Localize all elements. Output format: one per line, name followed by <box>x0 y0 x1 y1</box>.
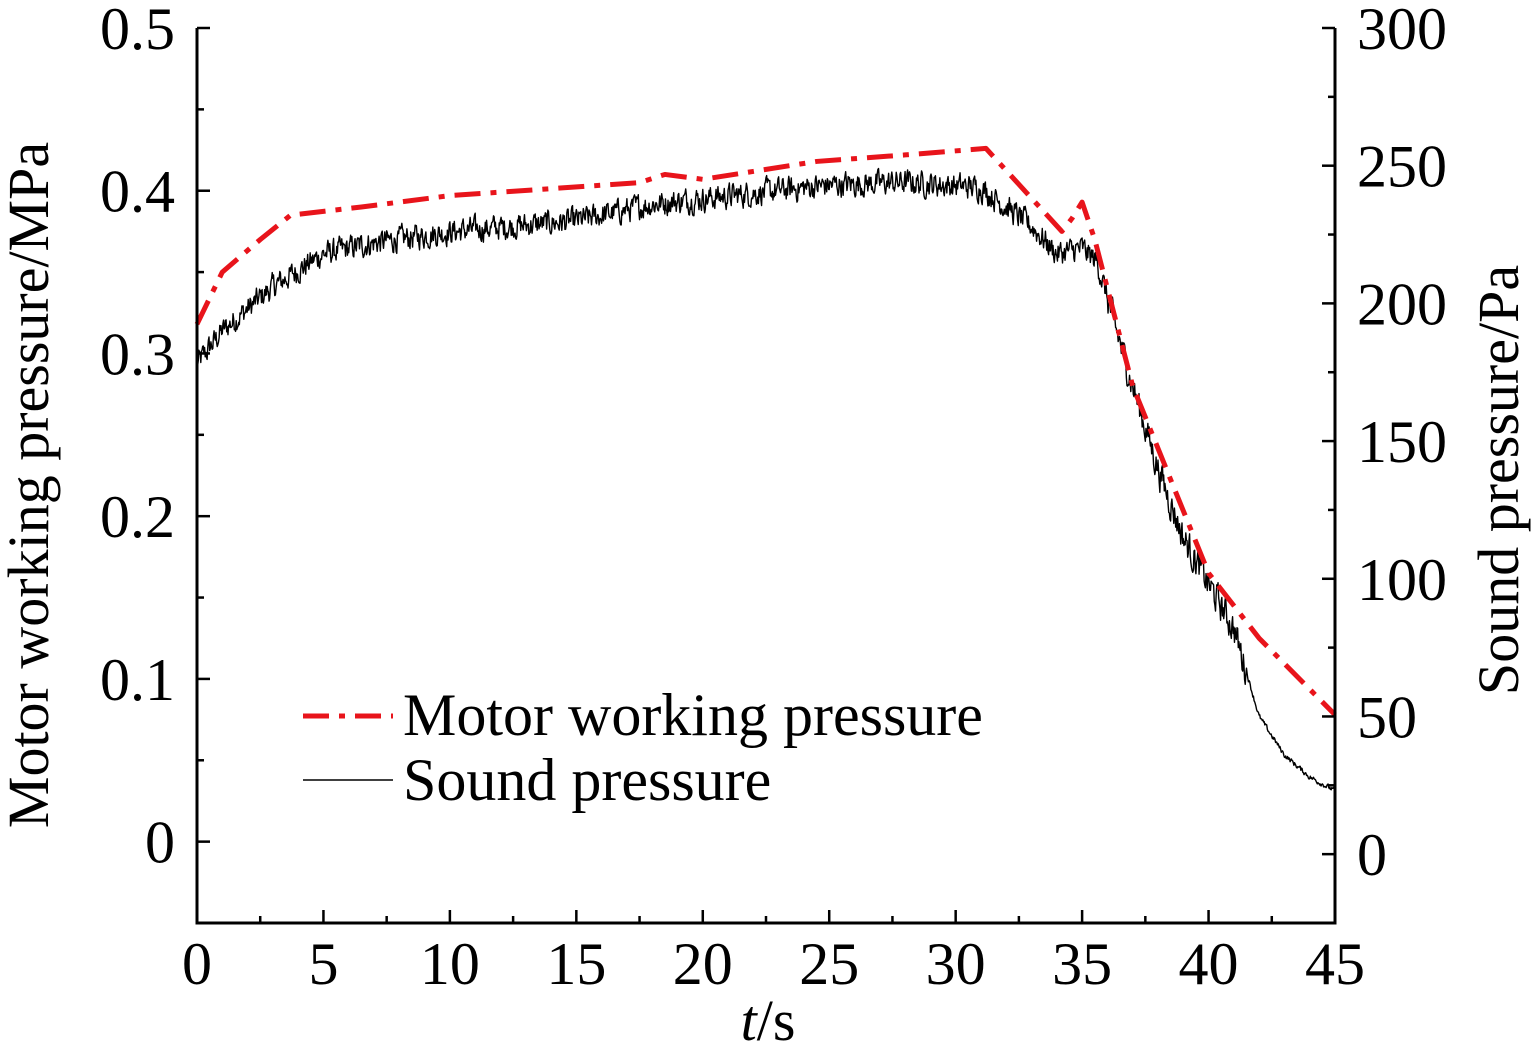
x-tick-label: 40 <box>1179 931 1239 997</box>
x-tick-label: 35 <box>1052 931 1112 997</box>
y-right-tick-label: 100 <box>1357 547 1447 613</box>
y-right-tick-label: 150 <box>1357 409 1447 475</box>
legend-label-sound-pressure: Sound pressure <box>403 747 771 813</box>
legend: Motor working pressure Sound pressure <box>303 682 983 813</box>
y-left-tick-label: 0.1 <box>100 647 175 713</box>
x-tick-label: 30 <box>926 931 986 997</box>
y-left-tick-label: 0.2 <box>100 484 175 550</box>
y-right-tick-label: 200 <box>1357 271 1447 337</box>
x-axis-title: t/s <box>741 988 796 1044</box>
right-axis-title: Sound pressure/Pa <box>1466 265 1531 695</box>
y-right-tick-label: 250 <box>1357 134 1447 200</box>
y-left-tick-label: 0.4 <box>100 159 175 225</box>
left-axis-title: Motor working pressure/MPa <box>0 142 61 828</box>
y-left-tick-label: 0.5 <box>100 0 175 62</box>
x-tick-label: 10 <box>420 931 480 997</box>
x-axis-title-unit: /s <box>757 988 796 1044</box>
y-right-tick-label: 0 <box>1357 822 1387 888</box>
x-tick-label: 20 <box>673 931 733 997</box>
series-layer <box>194 145 1337 791</box>
labels-layer: 0 5 10 15 20 25 30 35 40 45 0 0.1 0.2 0.3 0.4 0.5 0 50 100… <box>100 0 1447 997</box>
x-tick-label: 5 <box>308 931 338 997</box>
legend-label-motor-working-pressure: Motor working pressure <box>403 682 983 748</box>
sound-pressure-line <box>196 167 1336 791</box>
y-right-tick-label: 50 <box>1357 684 1417 750</box>
y-right-tick-label: 300 <box>1357 0 1447 62</box>
x-tick-label: 45 <box>1305 931 1365 997</box>
y-left-tick-label: 0 <box>145 810 175 876</box>
x-axis-title-italic: t <box>741 988 759 1044</box>
x-tick-label: 0 <box>182 931 212 997</box>
motor-working-pressure-line <box>194 145 1337 717</box>
axes-layer <box>195 26 1337 925</box>
y-left-tick-label: 0.3 <box>100 321 175 387</box>
x-tick-label: 25 <box>799 931 859 997</box>
x-tick-label: 15 <box>546 931 606 997</box>
